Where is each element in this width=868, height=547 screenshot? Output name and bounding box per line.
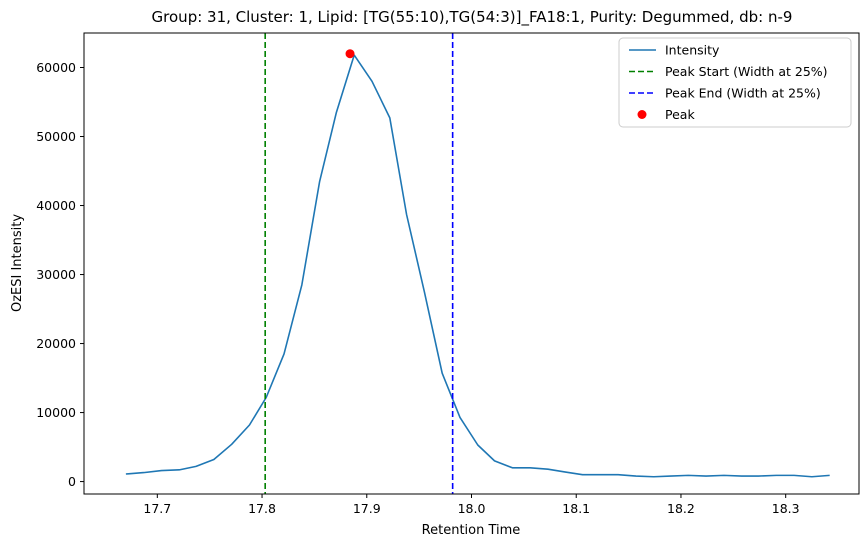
x-axis-ticks: 17.7 17.8 17.9 18.0 18.1 18.2 18.3 xyxy=(143,494,800,516)
y-tick-label: 50000 xyxy=(36,129,76,144)
legend-label: Peak Start (Width at 25%) xyxy=(665,64,828,79)
x-tick-label: 18.1 xyxy=(562,501,590,516)
y-tick-label: 60000 xyxy=(36,60,76,75)
x-tick-label: 18.2 xyxy=(667,501,695,516)
y-tick-label: 40000 xyxy=(36,198,76,213)
y-axis-ticks: 0 10000 20000 30000 40000 50000 60000 xyxy=(36,60,84,489)
y-tick-label: 10000 xyxy=(36,405,76,420)
x-tick-label: 17.8 xyxy=(248,501,276,516)
y-axis-label: OzESI Intensity xyxy=(10,214,25,312)
y-tick-label: 20000 xyxy=(36,336,76,351)
legend-label: Peak xyxy=(665,107,695,122)
x-tick-label: 17.9 xyxy=(353,501,381,516)
x-tick-label: 18.3 xyxy=(772,501,800,516)
legend-swatch xyxy=(637,110,647,119)
series-layer xyxy=(125,33,830,494)
legend-label: Peak End (Width at 25%) xyxy=(665,86,821,101)
y-tick-label: 30000 xyxy=(36,267,76,282)
x-tick-label: 17.7 xyxy=(143,501,171,516)
legend-box xyxy=(618,37,852,128)
x-axis-label: Retention Time xyxy=(422,523,521,538)
legend: Intensity Peak Start (Width at 25%) Peak E… xyxy=(618,37,852,128)
chart-title: Group: 31, Cluster: 1, Lipid: [TG(55:10)… xyxy=(152,8,793,27)
plot-frame xyxy=(83,32,860,495)
x-tick-label: 18.0 xyxy=(458,501,486,516)
y-tick-label: 0 xyxy=(68,474,76,489)
peak-marker xyxy=(345,49,355,59)
legend-label: Intensity xyxy=(665,43,720,58)
intensity-line xyxy=(125,54,830,478)
